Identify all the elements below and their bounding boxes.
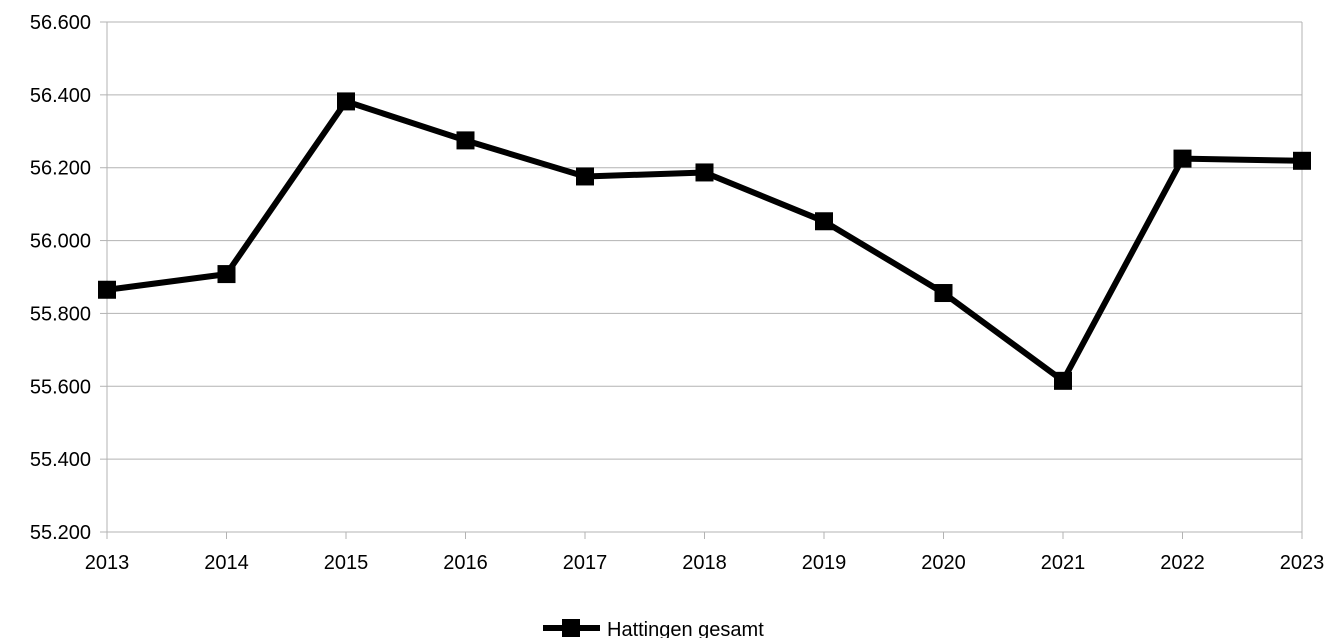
- data-point-marker: [1054, 371, 1072, 390]
- data-point-marker: [456, 131, 475, 150]
- x-tick-label: 2015: [324, 552, 369, 574]
- y-tick-label: 56.400: [30, 85, 91, 107]
- y-tick-label: 55.400: [30, 449, 91, 471]
- series-group: [98, 92, 1311, 390]
- x-tick-label: 2019: [802, 552, 847, 574]
- data-point-marker: [934, 284, 953, 303]
- legend-label: Hattingen gesamt: [607, 619, 764, 638]
- y-tick-label: 55.200: [30, 522, 91, 544]
- y-tick-label: 55.600: [30, 376, 91, 398]
- x-tick-label: 2023: [1280, 552, 1325, 574]
- x-tick-label: 2014: [204, 552, 249, 574]
- x-tick-label: 2022: [1160, 552, 1205, 574]
- x-tick-label: 2016: [443, 552, 488, 574]
- data-point-marker: [1293, 151, 1311, 170]
- x-tick-labels: 2013 2014 2015 2016 2017 2018 2019 2020 2021 2022…: [85, 552, 1325, 574]
- gridlines: [100, 21, 1302, 533]
- legend: Hattingen gesamt: [543, 619, 764, 638]
- legend-marker-swatch: [562, 619, 580, 637]
- x-tick-label: 2020: [921, 552, 966, 574]
- x-tick-label: 2017: [563, 552, 608, 574]
- y-tick-label: 56.600: [30, 12, 91, 34]
- series-line: [106, 98, 1303, 384]
- y-tick-label: 56.200: [30, 158, 91, 180]
- x-tick-marks: [106, 532, 1303, 539]
- x-tick-label: 2018: [682, 552, 727, 574]
- data-point-marker: [217, 265, 236, 284]
- x-tick-label: 2013: [85, 552, 130, 574]
- y-tick-label: 55.800: [30, 303, 91, 325]
- y-tick-label: 56.000: [30, 231, 91, 253]
- data-point-marker: [337, 92, 355, 111]
- x-tick-label: 2021: [1041, 552, 1086, 574]
- data-point-marker: [576, 167, 594, 186]
- data-point-marker: [695, 163, 714, 182]
- data-point-marker: [1173, 149, 1192, 168]
- y-tick-labels: 55.200 55.400 55.600 55.800 56.000 56.200 56.4…: [30, 12, 91, 544]
- data-point-marker: [815, 212, 833, 231]
- data-point-marker: [98, 280, 116, 299]
